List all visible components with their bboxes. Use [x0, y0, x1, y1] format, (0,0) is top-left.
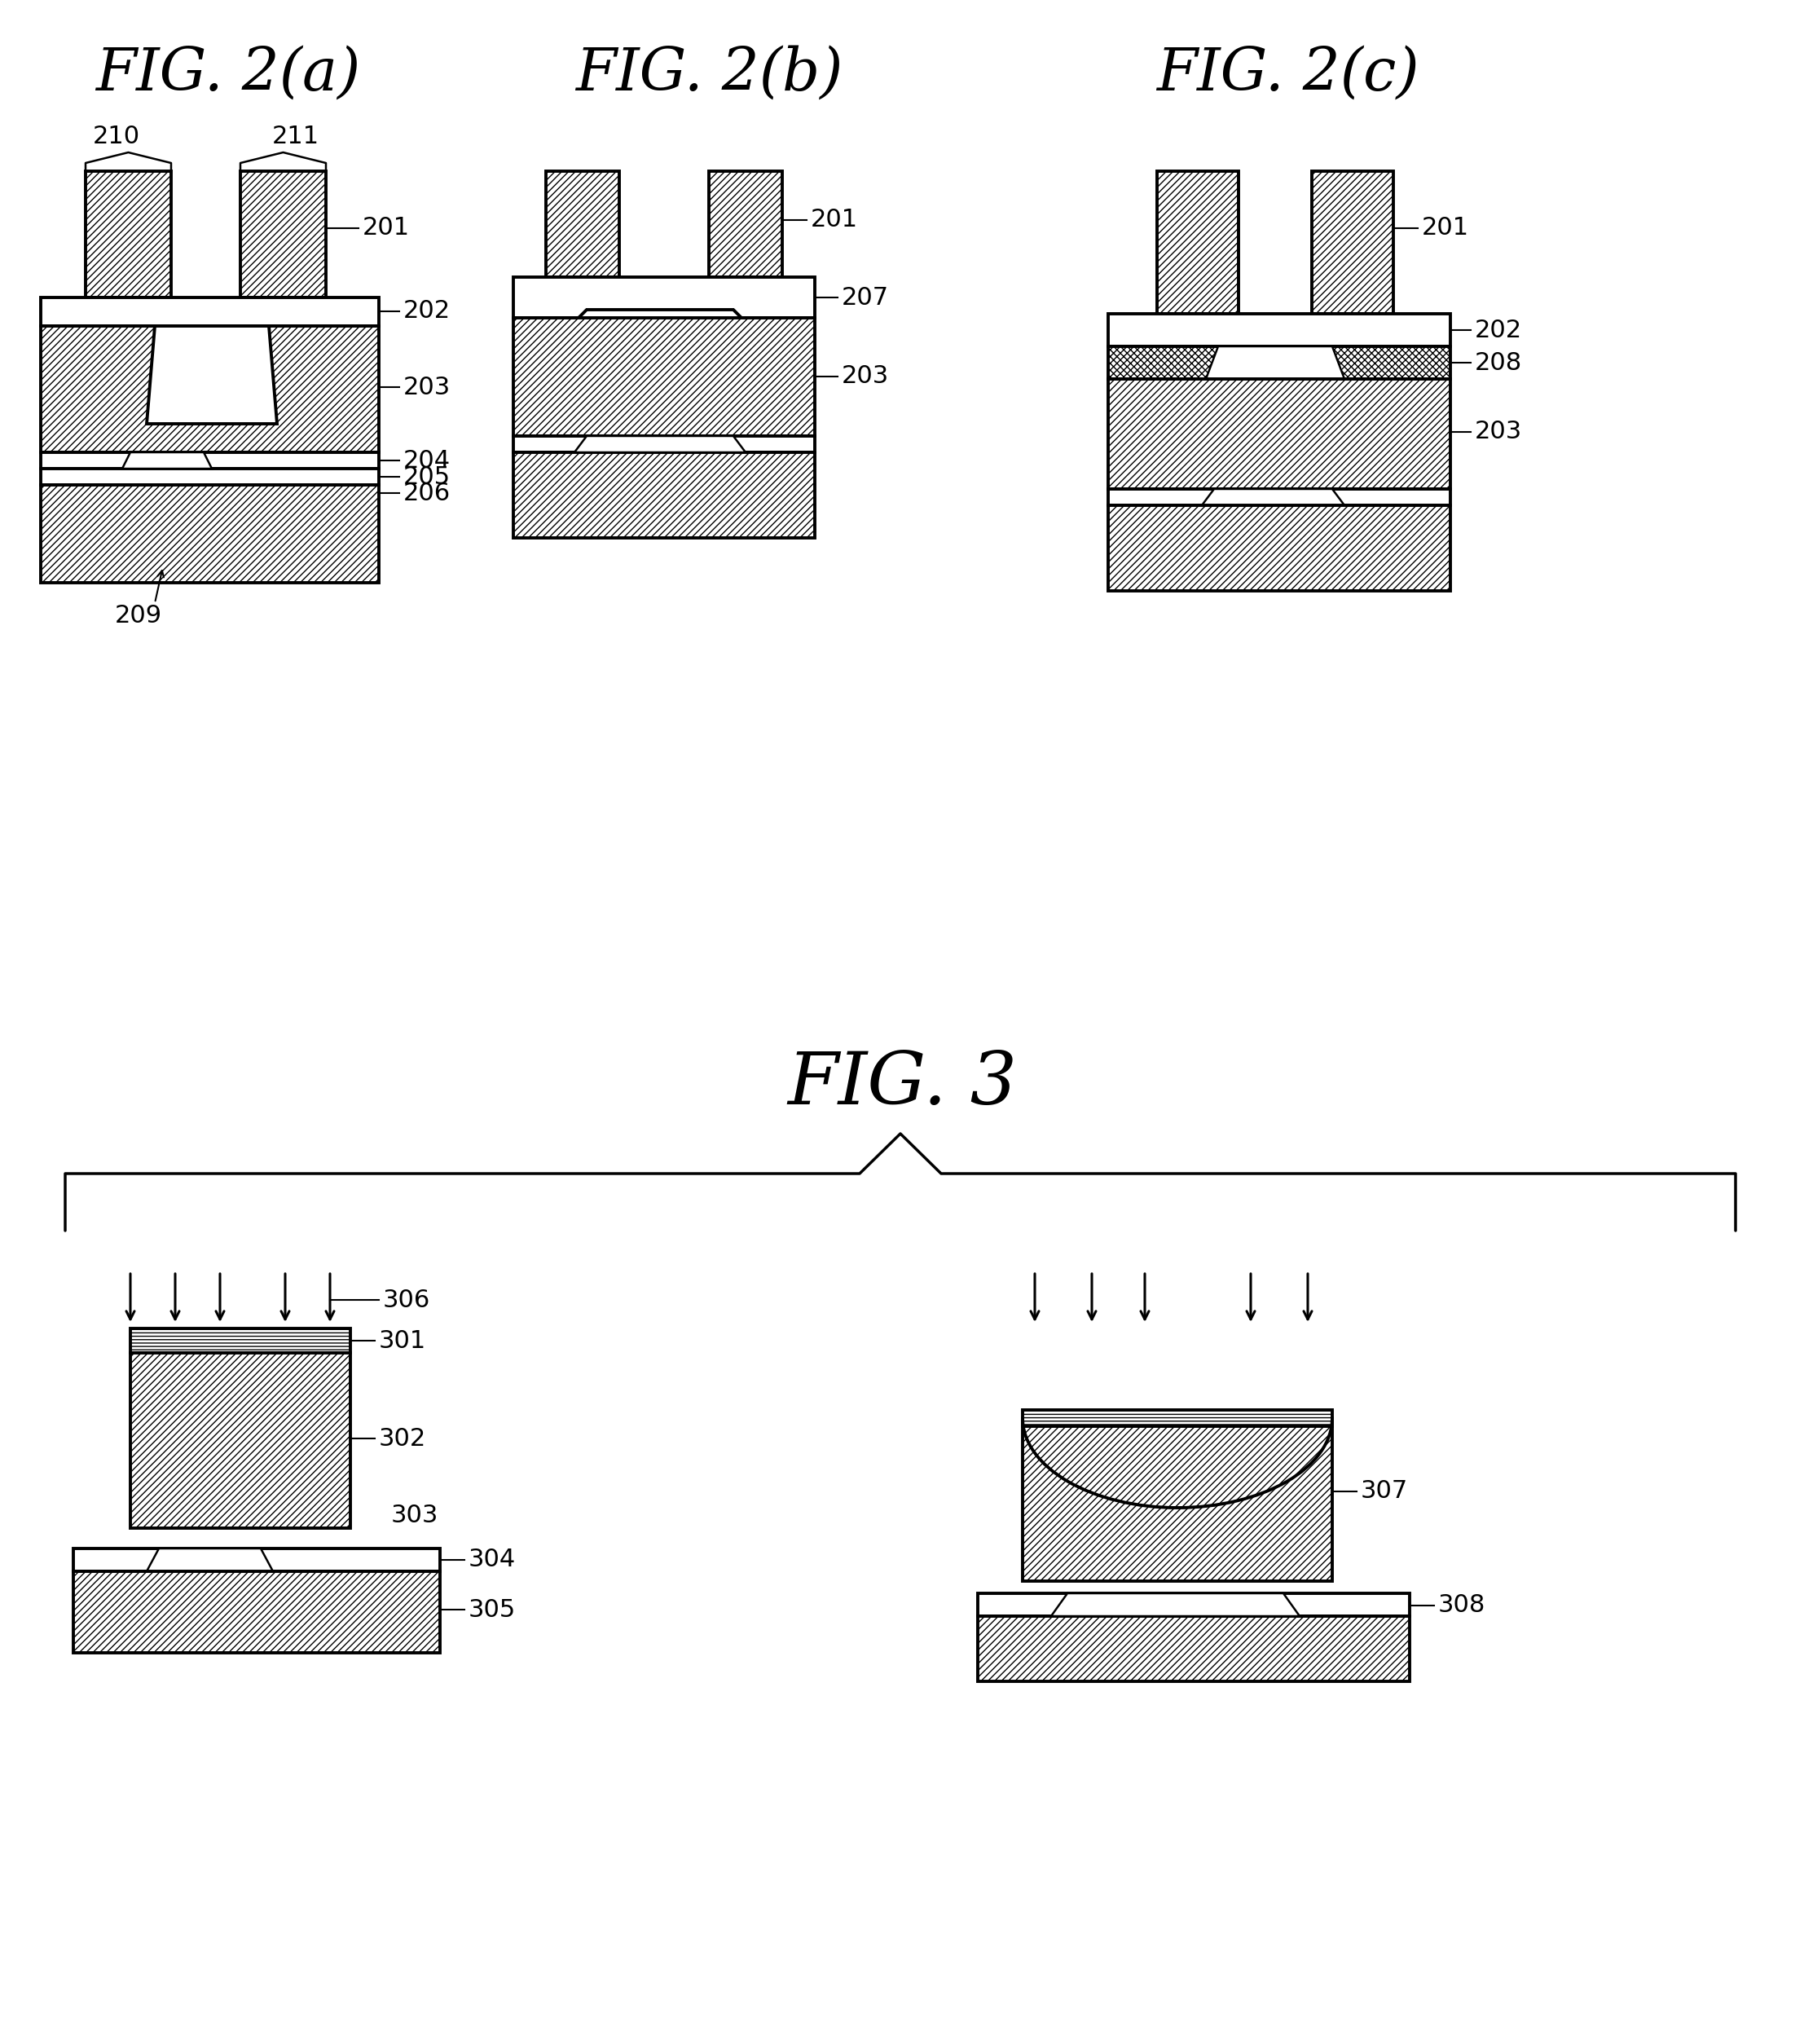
Bar	[547, 172, 619, 278]
Text: 308: 308	[1438, 1594, 1486, 1617]
Bar	[74, 1572, 440, 1654]
Text: FIG. 3: FIG. 3	[787, 1049, 1017, 1120]
Bar	[514, 319, 815, 435]
Text: 201: 201	[363, 217, 410, 239]
Text: 305: 305	[469, 1598, 516, 1621]
Bar	[1023, 1410, 1331, 1427]
Text: 306: 306	[382, 1288, 431, 1312]
Text: 210: 210	[92, 125, 139, 147]
Bar	[514, 452, 815, 538]
Bar	[1108, 505, 1450, 591]
Bar	[1023, 1419, 1331, 1582]
Polygon shape	[574, 435, 745, 452]
Bar	[85, 172, 171, 298]
Bar	[978, 1594, 1409, 1617]
Text: 202: 202	[404, 300, 451, 323]
Bar	[41, 298, 379, 325]
Bar	[1156, 172, 1239, 315]
Text: 203: 203	[1476, 421, 1523, 444]
Text: 302: 302	[379, 1427, 426, 1451]
Bar	[1108, 345, 1450, 378]
Bar	[130, 1353, 350, 1529]
Bar	[1108, 489, 1450, 505]
Text: 205: 205	[404, 464, 451, 489]
Text: 207: 207	[842, 286, 889, 309]
Bar	[41, 452, 379, 468]
Polygon shape	[146, 1549, 272, 1572]
Bar	[1108, 315, 1450, 345]
Text: 202: 202	[1476, 319, 1523, 341]
Polygon shape	[514, 278, 815, 319]
Bar	[1312, 172, 1393, 315]
Bar	[41, 484, 379, 583]
Bar	[978, 1617, 1409, 1682]
Text: 203: 203	[842, 364, 889, 388]
Polygon shape	[123, 452, 211, 468]
Text: 304: 304	[469, 1547, 516, 1572]
Bar	[41, 325, 379, 452]
Text: FIG. 2(b): FIG. 2(b)	[575, 45, 842, 102]
Polygon shape	[1205, 345, 1344, 378]
Text: 201: 201	[810, 208, 859, 231]
Text: 203: 203	[404, 376, 451, 399]
Bar	[709, 172, 783, 278]
Bar	[514, 435, 815, 452]
Text: 206: 206	[404, 480, 451, 505]
Polygon shape	[146, 325, 278, 423]
Text: 204: 204	[404, 448, 451, 472]
Bar	[74, 1549, 440, 1572]
Bar	[130, 1329, 350, 1353]
Polygon shape	[1201, 489, 1344, 505]
Text: 303: 303	[391, 1504, 438, 1527]
Bar	[41, 468, 379, 484]
Text: 209: 209	[115, 603, 162, 628]
Text: 201: 201	[1422, 217, 1468, 239]
Polygon shape	[1052, 1594, 1299, 1617]
Text: 301: 301	[379, 1329, 426, 1353]
Bar	[240, 172, 327, 298]
Text: 307: 307	[1360, 1480, 1409, 1502]
Text: 208: 208	[1476, 352, 1523, 374]
Text: 211: 211	[272, 125, 319, 147]
Bar	[1108, 378, 1450, 489]
Text: FIG. 2(c): FIG. 2(c)	[1156, 45, 1420, 102]
Text: FIG. 2(a): FIG. 2(a)	[96, 45, 361, 102]
